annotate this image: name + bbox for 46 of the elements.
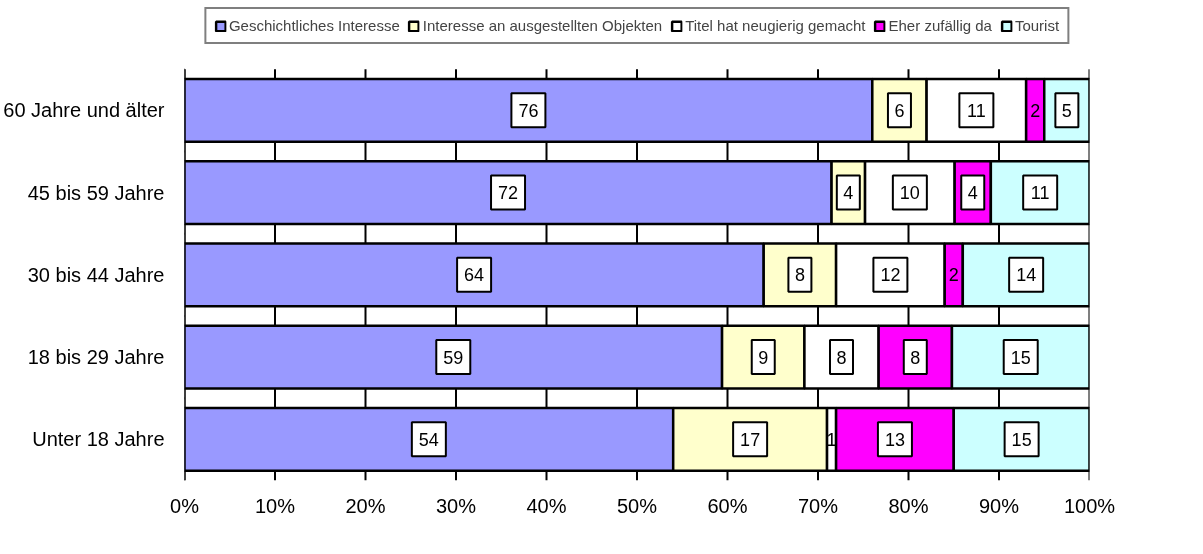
x-tick-label: 100%: [1063, 494, 1116, 517]
legend-label: Titel hat neugierig gemacht: [685, 17, 866, 34]
legend-label: Eher zufällig da: [888, 17, 992, 34]
data-label: 17: [740, 429, 761, 450]
y-tick-label: 45 bis 59 Jahre: [27, 181, 165, 204]
data-label: 59: [443, 347, 464, 368]
x-tick-label: 80%: [888, 494, 929, 517]
x-tick-label: 0%: [170, 494, 200, 517]
y-tick-label: Unter 18 Jahre: [32, 428, 165, 451]
x-tick-label: 70%: [797, 494, 839, 517]
data-label: 76: [518, 100, 539, 121]
data-label: 8: [836, 347, 847, 368]
data-label: 12: [880, 265, 901, 286]
data-label: 54: [418, 429, 439, 450]
data-label: 72: [498, 183, 519, 204]
data-label: 4: [967, 183, 978, 204]
data-label: 64: [464, 265, 485, 286]
data-label: 11: [1030, 183, 1050, 204]
y-tick-label: 30 bis 44 Jahre: [27, 263, 165, 286]
legend-label: Tourist: [1014, 17, 1060, 34]
data-label: 8: [910, 347, 921, 368]
y-tick-label: 18 bis 29 Jahre: [27, 346, 165, 369]
data-label: 4: [843, 183, 854, 204]
data-label: 2: [948, 265, 959, 286]
data-label: 2: [1030, 100, 1041, 121]
x-tick-label: 90%: [978, 494, 1020, 517]
data-label: 6: [894, 100, 905, 121]
data-label: 13: [884, 429, 905, 450]
data-label: 14: [1016, 265, 1037, 286]
data-label: 11: [967, 100, 986, 121]
data-label: 10: [899, 183, 920, 204]
x-tick-label: 30%: [435, 494, 477, 517]
x-tick-label: 40%: [526, 494, 567, 517]
data-label: 5: [1061, 100, 1072, 121]
x-tick-label: 10%: [254, 494, 296, 517]
y-tick-label: 60 Jahre und älter: [3, 99, 165, 122]
data-label: 1: [826, 429, 837, 450]
x-tick-label: 20%: [345, 494, 386, 517]
data-label: 8: [794, 265, 805, 286]
data-label: 9: [758, 347, 769, 368]
legend-label: Interesse an ausgestellten Objekten: [422, 17, 663, 34]
data-label: 15: [1011, 429, 1032, 450]
x-tick-label: 50%: [616, 494, 658, 517]
data-label: 15: [1010, 347, 1031, 368]
x-tick-label: 60%: [707, 494, 748, 517]
legend-label: Geschichtliches Interesse: [228, 17, 400, 34]
